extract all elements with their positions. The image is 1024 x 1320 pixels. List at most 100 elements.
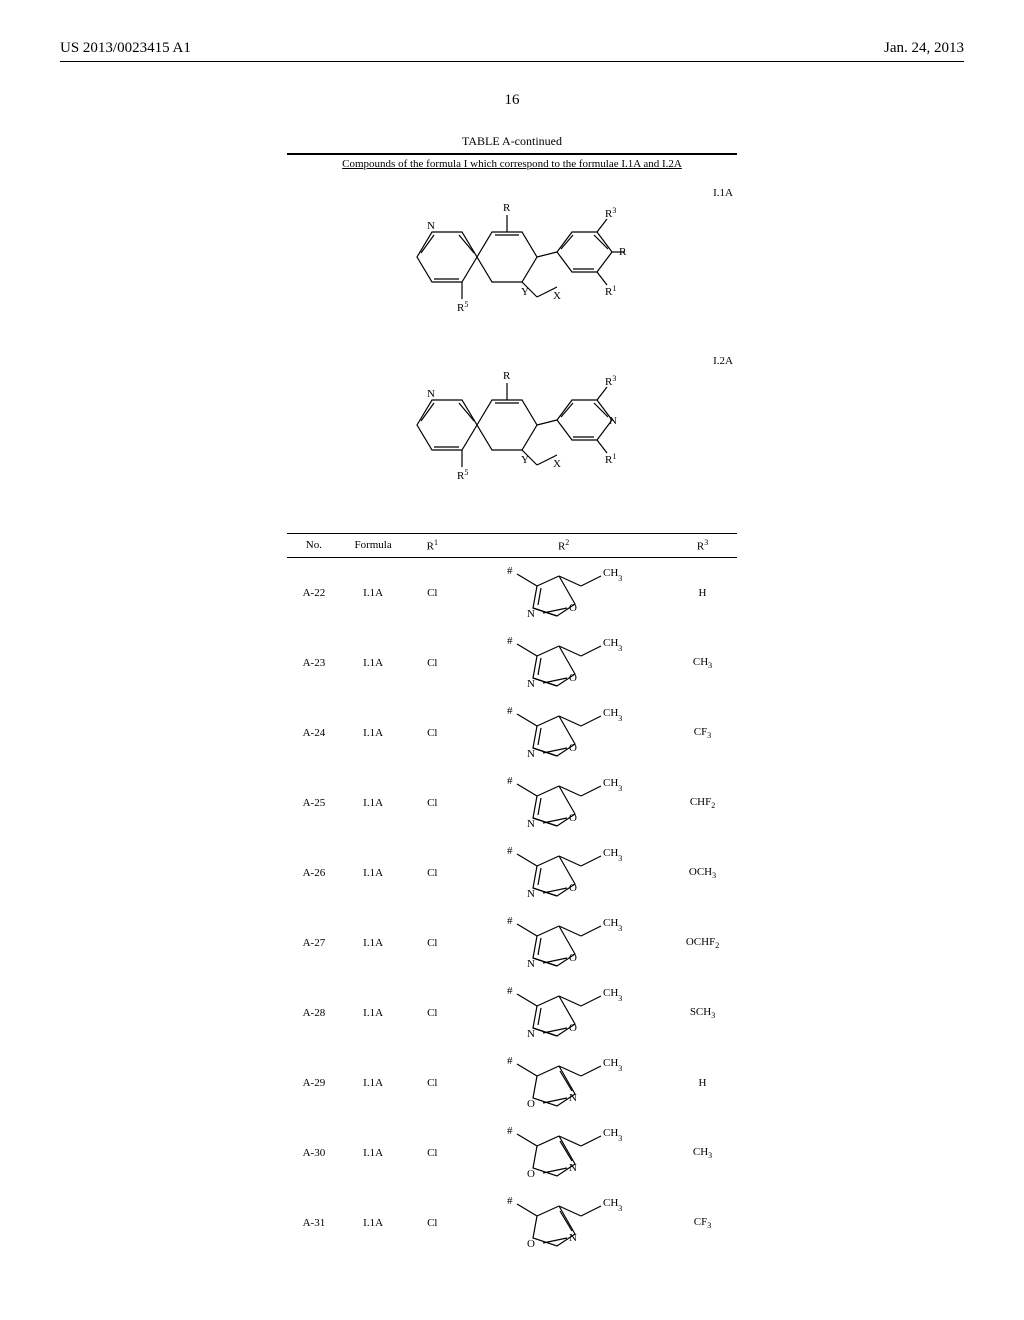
svg-text:N: N [569, 1162, 577, 1174]
cell-r3: CH3 [668, 1118, 737, 1188]
cell-formula: I.1A [341, 768, 406, 838]
svg-text:#: # [507, 565, 513, 577]
svg-text:O: O [569, 812, 577, 824]
svg-text:N: N [527, 678, 535, 690]
cell-r2: # CH3 N O [459, 557, 668, 628]
cell-r1: Cl [405, 1188, 459, 1258]
svg-text:CH3: CH3 [603, 567, 622, 583]
header-rule [60, 61, 964, 62]
cell-formula: I.1A [341, 557, 406, 628]
svg-text:#: # [507, 635, 513, 647]
cell-r2: # CH3 O N [459, 1048, 668, 1118]
col-no: No. [287, 534, 341, 558]
scaffold-structures: I.1A [287, 173, 737, 533]
svg-text:#: # [507, 1195, 513, 1207]
lbl-R: R [503, 202, 511, 214]
cell-r2: # CH3 N O [459, 628, 668, 698]
svg-text:#: # [507, 915, 513, 927]
table-a: TABLE A-continued Compounds of the formu… [287, 134, 737, 1258]
cell-formula: I.1A [341, 698, 406, 768]
pub-date: Jan. 24, 2013 [884, 40, 964, 57]
struct-label-I1A: I.1A [713, 187, 733, 199]
svg-text:CH3: CH3 [603, 707, 622, 723]
table-subtitle: Compounds of the formula I which corresp… [287, 155, 737, 173]
cell-r2: # CH3 O N [459, 1188, 668, 1258]
lbl-N: N [427, 220, 435, 232]
svg-text:N: N [527, 1028, 535, 1040]
svg-text:N: N [569, 1232, 577, 1244]
lbl-R5: R5 [457, 468, 468, 483]
cell-no: A-31 [287, 1188, 341, 1258]
cell-r2: # CH3 N O [459, 698, 668, 768]
page-number: 16 [60, 92, 964, 109]
lbl-R5: R5 [457, 300, 468, 315]
cell-r3: CF3 [668, 1188, 737, 1258]
cell-formula: I.1A [341, 1118, 406, 1188]
svg-text:O: O [569, 742, 577, 754]
running-header: US 2013/0023415 A1 Jan. 24, 2013 [60, 40, 964, 61]
compound-table: No. Formula R1 R2 R3 A-22I.1ACl # CH3 N … [287, 533, 737, 1258]
struct-I2A: I.2A [287, 355, 737, 505]
table-header-row: No. Formula R1 R2 R3 [287, 534, 737, 558]
cell-no: A-22 [287, 557, 341, 628]
cell-formula: I.1A [341, 838, 406, 908]
cell-r3: SCH3 [668, 978, 737, 1048]
table-row: A-28I.1ACl # CH3 N O SCH3 [287, 978, 737, 1048]
col-r1: R1 [405, 534, 459, 558]
table-row: A-24I.1ACl # CH3 N O CF3 [287, 698, 737, 768]
svg-text:N: N [527, 748, 535, 760]
svg-text:CH3: CH3 [603, 1057, 622, 1073]
cell-no: A-23 [287, 628, 341, 698]
cell-formula: I.1A [341, 628, 406, 698]
cell-r2: # CH3 N O [459, 908, 668, 978]
svg-text:O: O [569, 1022, 577, 1034]
cell-formula: I.1A [341, 1048, 406, 1118]
svg-text:#: # [507, 1055, 513, 1067]
table-row: A-27I.1ACl # CH3 N O OCHF2 [287, 908, 737, 978]
table-title: TABLE A-continued [287, 134, 737, 149]
svg-text:O: O [527, 1168, 535, 1180]
svg-text:#: # [507, 705, 513, 717]
svg-text:N: N [569, 1092, 577, 1104]
cell-r1: Cl [405, 1118, 459, 1188]
lbl-R3: R3 [605, 206, 616, 221]
struct-label-I2A: I.2A [713, 355, 733, 367]
lbl-R1: R1 [605, 452, 616, 467]
table-row: A-31I.1ACl # CH3 O N CF3 [287, 1188, 737, 1258]
cell-r3: OCH3 [668, 838, 737, 908]
svg-text:CH3: CH3 [603, 987, 622, 1003]
svg-text:O: O [569, 882, 577, 894]
cell-r3: H [668, 1048, 737, 1118]
lbl-R: R [503, 370, 511, 382]
table-row: A-26I.1ACl # CH3 N O OCH3 [287, 838, 737, 908]
lbl-R3: R3 [605, 374, 616, 389]
svg-text:#: # [507, 1125, 513, 1137]
col-r2: R2 [459, 534, 668, 558]
cell-r3: CHF2 [668, 768, 737, 838]
cell-formula: I.1A [341, 1188, 406, 1258]
cell-r3: OCHF2 [668, 908, 737, 978]
pub-number: US 2013/0023415 A1 [60, 40, 191, 57]
struct-I1A: I.1A [287, 187, 737, 337]
svg-text:#: # [507, 775, 513, 787]
svg-text:#: # [507, 985, 513, 997]
cell-r1: Cl [405, 1048, 459, 1118]
cell-no: A-25 [287, 768, 341, 838]
svg-text:CH3: CH3 [603, 917, 622, 933]
cell-no: A-26 [287, 838, 341, 908]
cell-r2: # CH3 N O [459, 838, 668, 908]
svg-text:O: O [569, 672, 577, 684]
table-row: A-22I.1ACl # CH3 N O H [287, 557, 737, 628]
cell-r3: H [668, 557, 737, 628]
table-row: A-25I.1ACl # CH3 N O CHF2 [287, 768, 737, 838]
cell-r2: # CH3 O N [459, 1118, 668, 1188]
svg-text:#: # [507, 845, 513, 857]
svg-text:N: N [527, 608, 535, 620]
scaffold-2-svg: N N R R5 Y X R1 R3 [397, 355, 627, 505]
table-row: A-30I.1ACl # CH3 O N CH3 [287, 1118, 737, 1188]
svg-text:CH3: CH3 [603, 1197, 622, 1213]
cell-r1: Cl [405, 628, 459, 698]
col-formula: Formula [341, 534, 406, 558]
lbl-Y: Y [521, 454, 529, 466]
cell-formula: I.1A [341, 978, 406, 1048]
